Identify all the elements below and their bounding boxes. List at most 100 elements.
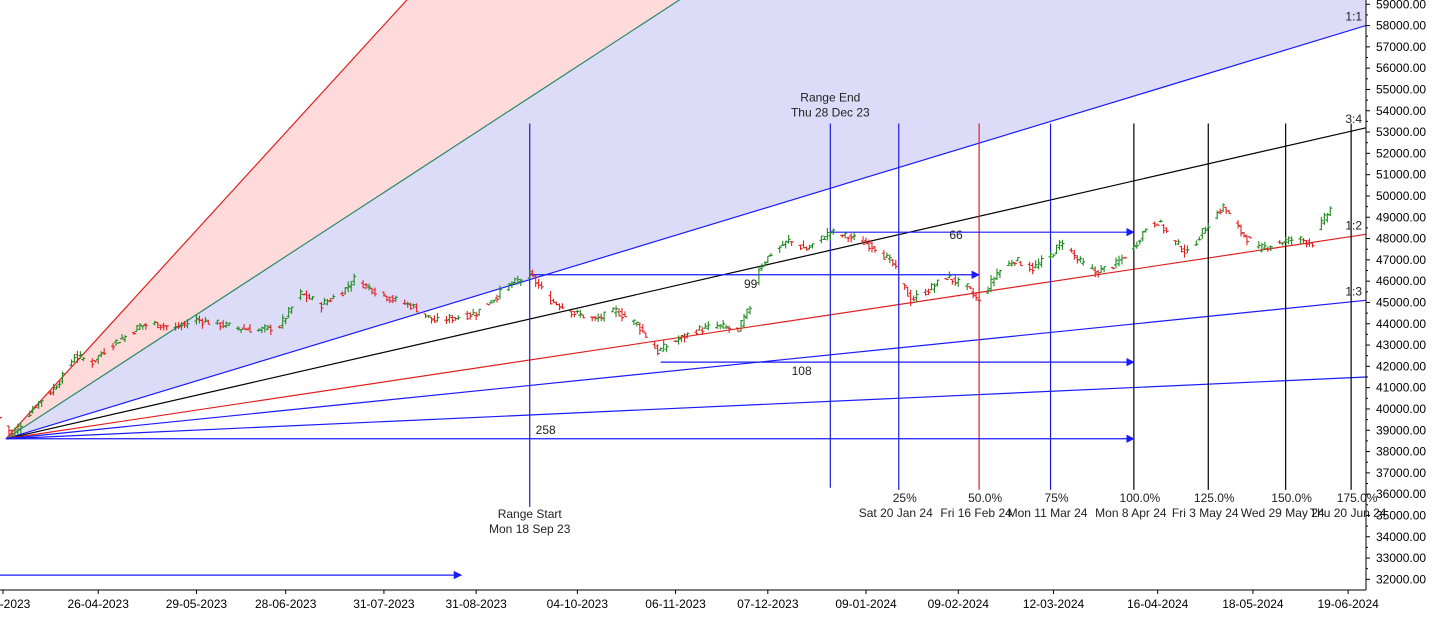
ohlc-bar bbox=[994, 268, 999, 280]
ohlc-bar bbox=[807, 244, 812, 250]
cycle-pct-label: 100.0% bbox=[1120, 491, 1161, 505]
y-axis-tick-label: 54000.00 bbox=[1376, 104, 1426, 118]
cycle-date-label: Sat 20 Jan 24 bbox=[859, 506, 933, 520]
ohlc-bar bbox=[57, 381, 62, 388]
ohlc-bar bbox=[1241, 232, 1246, 238]
ohlc-bar bbox=[1006, 260, 1011, 267]
ohlc-bar bbox=[1283, 236, 1288, 243]
ohlc-bar bbox=[768, 253, 773, 257]
bar-count-arrows bbox=[0, 227, 1135, 580]
bar-count-label: 258 bbox=[536, 423, 556, 437]
ohlc-bar bbox=[1081, 258, 1086, 266]
ohlc-bar bbox=[319, 301, 324, 313]
ohlc-bar bbox=[602, 311, 607, 322]
ohlc-bar bbox=[1051, 254, 1056, 258]
gann-fan-line-3 bbox=[5, 24, 1366, 440]
ohlc-bar bbox=[277, 325, 282, 329]
ohlc-bar bbox=[117, 341, 122, 344]
ohlc-bar bbox=[989, 275, 994, 293]
ohlc-bar bbox=[777, 245, 782, 254]
ohlc-bar bbox=[432, 315, 437, 323]
ohlc-bar bbox=[268, 324, 273, 336]
gann-ratio-label: 3:4 bbox=[1345, 112, 1362, 126]
ohlc-bars[interactable] bbox=[0, 203, 1333, 438]
cycle-pct-label: 50.0% bbox=[968, 491, 1002, 505]
gann-fan-fills bbox=[5, 0, 1366, 439]
ohlc-bar bbox=[372, 287, 377, 297]
cycle-pct-label: 125.0% bbox=[1194, 491, 1235, 505]
ohlc-bar bbox=[131, 331, 136, 335]
ohlc-bar bbox=[1060, 239, 1065, 250]
ohlc-bar bbox=[408, 302, 413, 310]
bar-count-label: 66 bbox=[949, 228, 963, 242]
ohlc-bar bbox=[30, 405, 35, 414]
ohlc-bar bbox=[1018, 260, 1023, 267]
ohlc-bar bbox=[965, 283, 970, 291]
ohlc-bar bbox=[518, 278, 523, 287]
ohlc-bar bbox=[411, 303, 416, 309]
ohlc-bar bbox=[1325, 213, 1330, 223]
ohlc-bar bbox=[914, 290, 919, 303]
ohlc-bar bbox=[527, 269, 532, 280]
ohlc-bar bbox=[825, 228, 830, 241]
ohlc-bar bbox=[923, 288, 928, 296]
y-axis-tick-label: 47000.00 bbox=[1376, 253, 1426, 267]
ohlc-bar bbox=[798, 244, 803, 251]
ohlc-bar bbox=[54, 385, 59, 390]
ohlc-bar bbox=[99, 351, 104, 358]
ohlc-bar bbox=[905, 286, 910, 297]
cycle-date-label: Fri 16 Feb 24 bbox=[940, 506, 1012, 520]
x-axis-tick-label: 06-11-2023 bbox=[645, 597, 706, 611]
ohlc-bar bbox=[236, 326, 241, 331]
ohlc-bar bbox=[864, 237, 869, 245]
ohlc-bar bbox=[700, 327, 705, 336]
x-axis-tick-label: 31-07-2023 bbox=[353, 597, 415, 611]
ohlc-bar bbox=[747, 305, 752, 315]
cycle-pct-label: 25% bbox=[893, 491, 917, 505]
ohlc-bar bbox=[515, 275, 520, 285]
ohlc-bar bbox=[352, 273, 357, 286]
ohlc-bar bbox=[1185, 245, 1190, 254]
ohlc-bar bbox=[1099, 264, 1104, 274]
cycle-date-label: Wed 29 May 24 bbox=[1241, 506, 1325, 520]
ohlc-bar bbox=[0, 416, 2, 419]
ohlc-bar bbox=[242, 323, 247, 330]
ohlc-bar bbox=[509, 281, 514, 289]
ohlc-bar bbox=[1134, 241, 1139, 249]
ohlc-bar bbox=[1152, 221, 1157, 228]
ohlc-bar bbox=[51, 383, 56, 396]
gann-fan-line-4 bbox=[5, 127, 1366, 440]
ohlc-bar bbox=[783, 240, 788, 249]
x-axis-tick-label: 28-06-2023 bbox=[255, 597, 317, 611]
range-end-date: Thu 28 Dec 23 bbox=[791, 106, 870, 120]
ohlc-bar bbox=[111, 342, 116, 351]
ohlc-bar bbox=[861, 236, 866, 245]
ohlc-bar bbox=[1239, 224, 1244, 237]
ohlc-bar bbox=[679, 334, 684, 343]
ohlc-bar bbox=[685, 332, 690, 339]
ohlc-bar bbox=[164, 325, 169, 331]
ohlc-bar bbox=[1119, 254, 1124, 265]
ohlc-bar bbox=[831, 228, 836, 235]
ohlc-bar bbox=[867, 239, 872, 252]
y-axis-tick-label: 39000.00 bbox=[1376, 423, 1426, 437]
ohlc-bar bbox=[1215, 210, 1220, 220]
ohlc-bar bbox=[93, 359, 98, 363]
ohlc-bar bbox=[39, 400, 44, 407]
ohlc-bar bbox=[1197, 236, 1202, 241]
ohlc-bar bbox=[140, 325, 145, 330]
ohlc-bar bbox=[1131, 245, 1136, 251]
ohlc-bar bbox=[932, 283, 937, 294]
ohlc-bar bbox=[9, 429, 14, 438]
ohlc-bar bbox=[1057, 240, 1062, 250]
ohlc-bar bbox=[215, 319, 220, 325]
gann-fan-line-6 bbox=[5, 299, 1366, 440]
ohlc-bar bbox=[634, 321, 639, 327]
ohlc-bar bbox=[908, 289, 913, 307]
ohlc-bar bbox=[301, 293, 306, 296]
x-axis-tick-label: 31-08-2023 bbox=[445, 597, 507, 611]
ohlc-bar bbox=[1176, 239, 1181, 245]
ohlc-bar bbox=[828, 232, 833, 241]
gann-fan-line-5 bbox=[5, 233, 1366, 440]
